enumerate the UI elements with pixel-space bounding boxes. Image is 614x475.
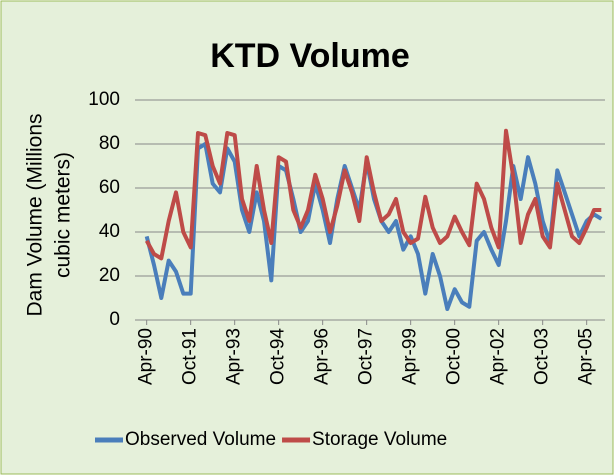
x-tick-label: Oct-94 (268, 328, 289, 385)
y-axis-title-line: Dam Volume (Millions (24, 113, 47, 316)
x-tick-label: Apr-02 (488, 328, 509, 385)
y-tick-label: 20 (99, 265, 120, 286)
x-tick-label: Apr-99 (400, 328, 421, 385)
y-tick-label: 60 (99, 177, 120, 198)
legend-label: Observed Volume (125, 429, 276, 450)
legend-label: Storage Volume (312, 429, 447, 450)
x-tick-label: Apr-93 (224, 328, 245, 385)
x-tick-label: Apr-90 (136, 328, 157, 385)
y-tick-label: 40 (99, 221, 120, 242)
y-axis-title-line: cubic meters) (52, 152, 75, 278)
x-tick-label: Oct-91 (180, 328, 201, 385)
y-axis-title: Dam Volume (Millions cubic meters) (24, 113, 75, 316)
y-tick-label: 100 (88, 89, 120, 110)
x-tick-label: Oct-03 (532, 328, 553, 385)
y-tick-label: 0 (109, 309, 120, 330)
chart-title: KTD Volume (210, 37, 410, 75)
x-tick-label: Oct-00 (444, 328, 465, 385)
x-tick-label: Apr-96 (312, 328, 333, 385)
y-tick-label: 80 (99, 133, 120, 154)
series-line (144, 128, 602, 261)
x-tick-label: Apr-05 (576, 328, 597, 385)
x-tick-label: Oct-97 (356, 328, 377, 385)
